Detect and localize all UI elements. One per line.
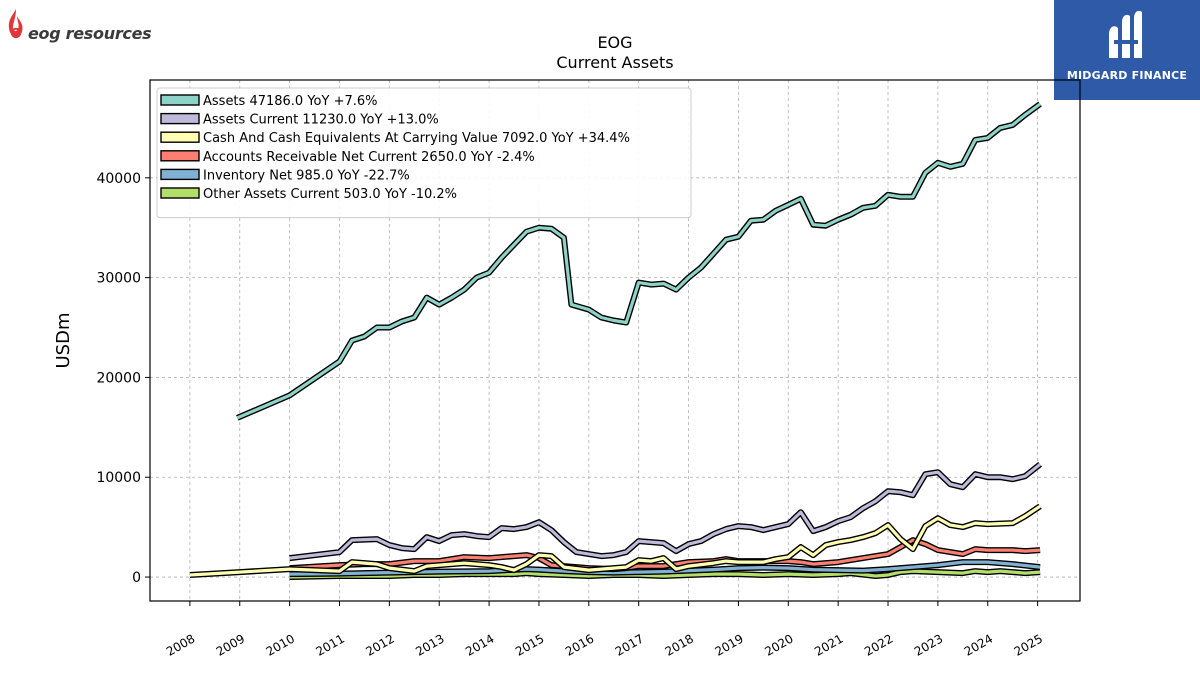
legend-swatch — [160, 150, 200, 162]
series-line — [289, 560, 1041, 576]
legend-label: Assets Current 11230.0 YoY +13.0% — [203, 113, 439, 128]
legend-swatch — [160, 94, 200, 106]
legend-swatch — [160, 112, 200, 125]
x-tick-label: 2016 — [563, 631, 596, 658]
x-tick-label: 2011 — [314, 631, 347, 658]
x-tick-label: 2017 — [613, 631, 646, 658]
x-tick-label: 2014 — [463, 631, 496, 658]
x-tick-label: 2021 — [812, 631, 845, 658]
y-tick-label: 30000 — [96, 271, 141, 287]
legend-swatch — [160, 187, 200, 199]
legend-swatch — [160, 131, 200, 143]
x-tick-label: 2010 — [264, 631, 297, 658]
legend-label: Other Assets Current 503.0 YoY -10.2% — [203, 187, 457, 202]
legend-swatch — [160, 168, 200, 181]
legend-label: Cash And Cash Equivalents At Carrying Va… — [203, 131, 630, 146]
y-axis-label: USDm — [53, 313, 74, 369]
x-tick-label: 2015 — [513, 631, 546, 658]
x-tick-label: 2023 — [912, 631, 945, 658]
x-tick-label: 2013 — [413, 631, 446, 658]
legend-label: Inventory Net 985.0 YoY -22.7% — [203, 168, 410, 183]
legend-box — [156, 87, 692, 219]
series-line — [236, 102, 1042, 420]
series-line — [189, 504, 1041, 577]
x-tick-label: 2025 — [1012, 631, 1045, 658]
midgard-emblem-icon — [1109, 10, 1142, 58]
x-tick-label: 2009 — [214, 631, 247, 658]
logo-wordmark: eog resources — [28, 24, 152, 43]
x-tick-label: 2022 — [862, 631, 895, 658]
x-tick-label: 2008 — [164, 631, 197, 658]
logo-text: MIDGARD FINANCE — [1066, 69, 1188, 82]
x-tick-label: 2019 — [712, 631, 745, 658]
y-tick-label: 0 — [132, 570, 141, 586]
legend-label: Assets 47186.0 YoY +7.6% — [203, 94, 378, 109]
y-tick-label: 20000 — [96, 370, 141, 386]
x-tick-label: 2020 — [762, 631, 795, 658]
midgard-finance-logo: MIDGARD FINANCE — [1054, 0, 1200, 100]
chart-subtitle: Current Assets — [556, 53, 674, 72]
legend-label: Accounts Receivable Net Current 2650.0 Y… — [203, 150, 535, 165]
series-line — [289, 463, 1042, 560]
chart-title: EOG — [597, 33, 633, 52]
flame-icon — [8, 9, 23, 39]
plot-frame — [149, 79, 1081, 602]
y-tick-label: 40000 — [96, 171, 141, 187]
eog-resources-logo: eog resources — [4, 6, 174, 46]
x-tick-label: 2012 — [363, 631, 396, 658]
x-tick-label: 2018 — [663, 631, 696, 658]
y-tick-label: 10000 — [96, 470, 141, 486]
x-tick-label: 2024 — [962, 631, 995, 658]
